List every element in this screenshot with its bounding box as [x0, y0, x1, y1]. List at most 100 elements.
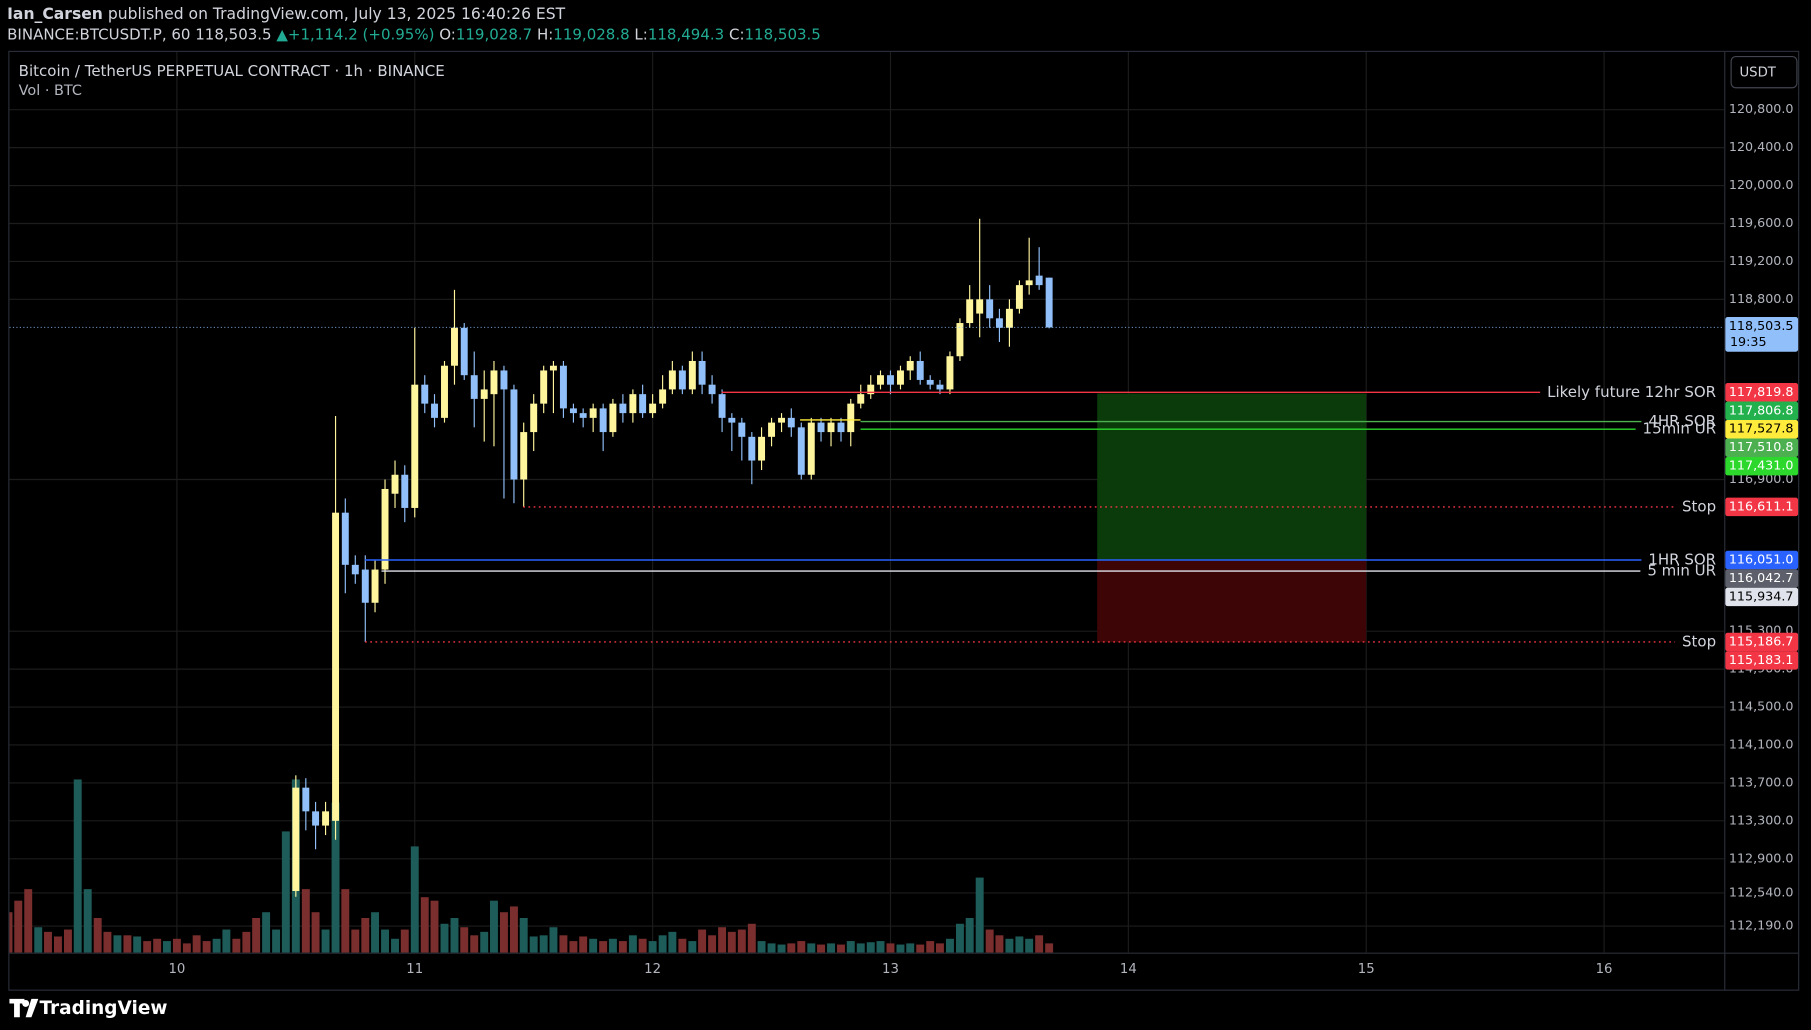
- volume-bar: [698, 929, 707, 953]
- price-tag-label: 115,934.7: [1729, 588, 1794, 603]
- candle-body: [797, 427, 805, 475]
- volume-bar: [321, 929, 330, 953]
- l-key: L:: [634, 25, 647, 43]
- volume-bar: [648, 941, 657, 953]
- candle-body: [857, 394, 865, 404]
- volume-bar: [539, 935, 548, 953]
- candle-body: [609, 403, 617, 433]
- candle-body: [441, 365, 448, 418]
- last-price-label: 118,503.5: [1729, 318, 1794, 333]
- candle-body: [312, 811, 320, 826]
- candle-body: [847, 403, 855, 433]
- candle-body: [995, 318, 1003, 328]
- volume-bar: [1015, 936, 1024, 953]
- h: 119,028.8: [553, 25, 629, 43]
- arrow: ▲: [276, 25, 288, 43]
- volume-bar: [470, 935, 479, 953]
- volume-bar: [24, 889, 33, 953]
- candle-body: [490, 370, 498, 395]
- x-tick-label: 12: [644, 962, 661, 977]
- level-label: Stop: [1682, 632, 1716, 650]
- countdown: 19:35: [1730, 334, 1767, 349]
- candle-body: [659, 389, 667, 404]
- volume-bar: [410, 846, 419, 953]
- volume-bar: [351, 929, 360, 953]
- candle-body: [718, 394, 726, 418]
- candle-body: [688, 360, 696, 390]
- candle-body: [579, 413, 587, 418]
- candle-body: [371, 569, 379, 603]
- candle-body: [540, 370, 548, 404]
- volume-bar: [559, 935, 568, 953]
- volume-bar: [876, 941, 885, 953]
- profit-zone: [1097, 393, 1367, 561]
- y-tick-label: 113,700.0: [1729, 774, 1794, 789]
- candle-body: [629, 394, 637, 414]
- logo: TradingView: [9, 998, 167, 1019]
- candle-body: [421, 384, 429, 404]
- candle-body: [322, 811, 330, 826]
- candle-body: [748, 436, 756, 461]
- author: Ian_Carsen: [7, 4, 103, 22]
- candle-body: [926, 379, 934, 385]
- volume-bar: [935, 943, 944, 953]
- volume-bar: [450, 917, 459, 953]
- price-tag: [1725, 456, 1799, 476]
- volume-bar: [93, 917, 102, 953]
- candle-body: [559, 365, 567, 409]
- price-tag: [1725, 383, 1799, 402]
- volume-bar: [926, 941, 935, 953]
- volume-bar: [747, 923, 756, 953]
- candle-body: [569, 408, 577, 414]
- x-tick-label: 13: [882, 962, 899, 977]
- volume-bar: [430, 900, 439, 953]
- candle-body: [877, 375, 884, 385]
- y-tick-label: 112,540.0: [1729, 884, 1794, 899]
- candle-body: [837, 422, 845, 433]
- price-tag-label: 117,819.8: [1729, 384, 1794, 399]
- candle-body: [986, 299, 994, 319]
- volume-bar: [242, 931, 251, 953]
- currency-button[interactable]: [1730, 56, 1798, 89]
- candle-body: [916, 360, 924, 380]
- logo-icon: [9, 998, 39, 1018]
- currency[interactable]: USDT: [1739, 66, 1776, 81]
- x-tick-label: 16: [1596, 962, 1613, 977]
- candle-body: [1025, 280, 1033, 286]
- y-tick-label: 113,300.0: [1729, 812, 1794, 827]
- published: published on TradingView.com, July 13, 2…: [108, 4, 566, 22]
- logo-text: TradingView: [39, 998, 167, 1019]
- volume-bar: [381, 929, 389, 953]
- candle-body: [708, 384, 716, 395]
- candle-body: [897, 370, 904, 385]
- candle-body: [391, 474, 399, 494]
- candle-body: [1045, 277, 1053, 328]
- candle-body: [698, 360, 706, 385]
- volume-bar: [896, 944, 905, 953]
- candle-body: [351, 564, 359, 575]
- volume-bar: [232, 938, 241, 953]
- volume-bar: [272, 929, 281, 953]
- y-tick-label: 114,100.0: [1729, 736, 1794, 751]
- candle-body: [332, 512, 340, 821]
- y-tick-label: 118,800.0: [1729, 291, 1794, 306]
- y-tick-label: 120,000.0: [1729, 177, 1794, 192]
- price-tag: [1725, 651, 1799, 670]
- volume-bar: [172, 938, 181, 953]
- volume-bar: [837, 944, 845, 953]
- candle-body: [1035, 275, 1043, 286]
- volume-bar: [133, 936, 142, 953]
- volume-bar: [797, 941, 806, 953]
- price: 118,503.5: [195, 25, 271, 43]
- volume-bar: [668, 931, 677, 953]
- candle-body: [738, 422, 746, 437]
- candle-body: [1015, 285, 1023, 309]
- x-tick-label: 11: [406, 962, 423, 977]
- volume-bar: [202, 941, 211, 953]
- volume-bar: [787, 943, 796, 953]
- volume-bar: [460, 927, 469, 953]
- candle-body: [966, 299, 974, 324]
- volume-bar: [153, 938, 162, 953]
